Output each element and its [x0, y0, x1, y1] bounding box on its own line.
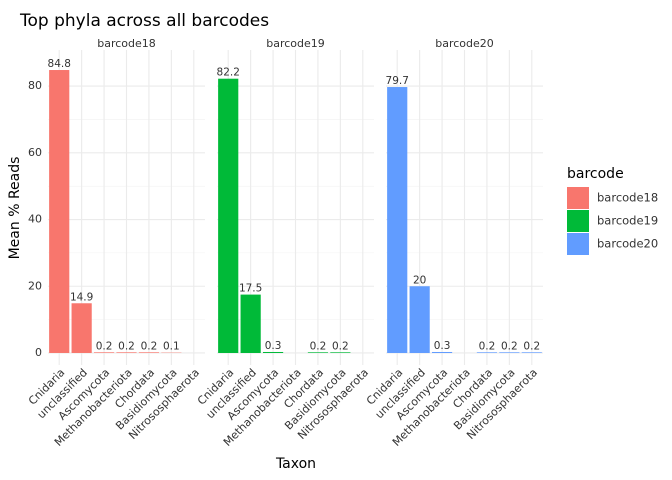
bar [240, 294, 261, 353]
bar [138, 352, 160, 353]
bar [431, 351, 453, 353]
value-label: 20 [413, 274, 426, 286]
value-label: 0.2 [501, 340, 518, 352]
value-label: 0.3 [265, 340, 282, 352]
value-label: 0.2 [310, 340, 327, 352]
bar [71, 303, 92, 353]
value-label: 84.8 [48, 58, 71, 70]
facet-label: barcode18 [97, 37, 156, 50]
chart-title: Top phyla across all barcodes [19, 11, 269, 31]
y-axis-label: Mean % Reads [7, 157, 23, 260]
legend-key [567, 187, 589, 209]
value-label: 14.9 [70, 291, 93, 303]
legend-label: barcode18 [597, 191, 658, 205]
value-label: 79.7 [386, 75, 409, 87]
facet-label: barcode19 [266, 37, 325, 50]
legend-title: barcode [567, 166, 624, 182]
y-tick-label: 0 [35, 346, 42, 359]
bar [262, 351, 284, 353]
bar [387, 87, 408, 353]
x-axis-label: Taxon [275, 456, 316, 472]
bar [499, 352, 520, 353]
y-tick-label: 80 [28, 79, 42, 92]
bar [49, 70, 70, 353]
legend-key [567, 233, 589, 255]
y-tick-label: 40 [28, 213, 42, 226]
facet-label: barcode20 [435, 37, 494, 50]
bar [330, 352, 351, 353]
value-label: 0.2 [332, 340, 349, 352]
y-tick-label: 20 [28, 279, 42, 292]
value-label: 0.2 [523, 340, 540, 352]
value-label: 0.2 [479, 340, 496, 352]
legend-label: barcode20 [597, 237, 658, 251]
bar [116, 352, 137, 353]
bar [307, 352, 329, 353]
value-label: 0.1 [163, 341, 180, 353]
bar [218, 78, 239, 353]
bar [476, 352, 498, 353]
value-label: 0.2 [96, 340, 113, 352]
bar [93, 352, 115, 353]
value-label: 17.5 [239, 283, 262, 295]
value-label: 0.3 [434, 340, 451, 352]
bar [521, 352, 542, 353]
legend-label: barcode19 [597, 214, 658, 228]
bar [409, 286, 430, 353]
value-label: 82.2 [217, 67, 240, 79]
value-label: 0.2 [141, 340, 158, 352]
y-tick-label: 60 [28, 146, 42, 159]
value-label: 0.2 [118, 340, 135, 352]
legend-key [567, 210, 589, 232]
